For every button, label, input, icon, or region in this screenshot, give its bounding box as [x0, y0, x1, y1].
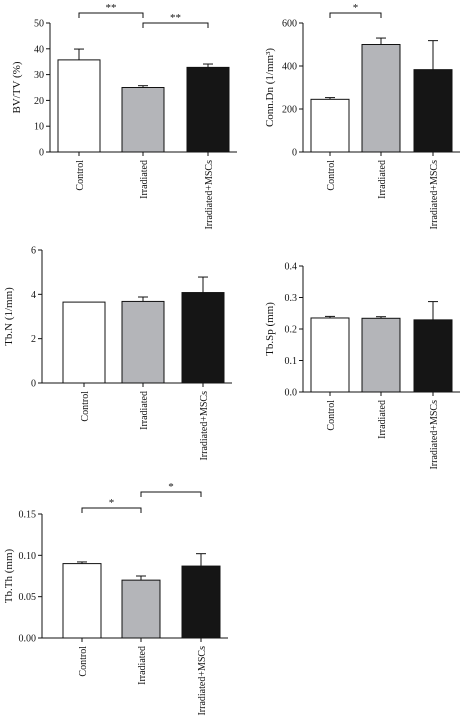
y-tick-label: 10 — [34, 122, 44, 133]
bar-irradiated — [121, 300, 165, 384]
significance-label: ** — [170, 12, 181, 24]
y-axis-label: BV/TV (%) — [11, 61, 23, 113]
bar-control — [62, 301, 106, 384]
bar-control — [62, 563, 102, 639]
x-tick-label: Irradiated+MSCs — [429, 160, 440, 230]
y-tick-label: 0.2 — [285, 325, 298, 336]
significance-bracket — [81, 507, 142, 513]
y-tick-label: 0 — [39, 148, 44, 159]
bar-irradiated — [121, 579, 161, 639]
y-tick-label: 50 — [34, 19, 44, 30]
y-tick-label: 0.10 — [19, 551, 37, 562]
y-tick-label: 0.4 — [285, 262, 298, 273]
x-tick-label: Control — [75, 160, 86, 191]
significance-label: * — [353, 2, 359, 14]
bar-control — [310, 317, 350, 393]
significance-label: * — [168, 481, 174, 493]
y-axis-label: Conn.Dn (1/mm³) — [264, 48, 276, 127]
y-tick-label: 0.3 — [285, 293, 298, 304]
x-tick-label: Control — [78, 646, 89, 677]
x-tick-label: Irradiated — [139, 391, 150, 430]
x-tick-label: Irradiated — [137, 646, 148, 685]
x-tick-label: Irradiated+MSCs — [197, 646, 208, 716]
significance-bracket — [140, 491, 202, 497]
y-tick-label: 2 — [31, 334, 36, 345]
x-tick-label: Irradiated — [377, 160, 388, 199]
y-tick-label: 4 — [31, 290, 36, 301]
chart-panel-2: 0 200 400 600 Conn.Dn (1/mm³) Control Irradiat… — [264, 2, 460, 230]
y-tick-label: 0.15 — [19, 510, 37, 521]
x-tick-label: Control — [80, 391, 91, 422]
y-tick-label: 30 — [34, 70, 44, 81]
x-tick-label: Irradiated+MSCs — [199, 391, 210, 461]
x-tick-label: Control — [326, 160, 337, 191]
bar-irradiated-mscs — [186, 66, 230, 153]
significance-bracket — [329, 12, 382, 18]
bar-control — [57, 59, 101, 153]
y-tick-label: 0.0 — [285, 388, 298, 399]
y-tick-label: 200 — [282, 105, 297, 116]
chart-panel-1: 0 10 20 30 40 50 BV/TV (%) Control Irradiated Irr… — [11, 2, 237, 230]
bar-irradiated-mscs — [413, 69, 453, 153]
y-tick-label: 0.05 — [19, 592, 37, 603]
y-axis-label: Tb.N (1/mm) — [3, 287, 15, 346]
bar-irradiated — [121, 87, 165, 153]
y-tick-label: 0 — [31, 379, 36, 390]
significance-label: ** — [106, 2, 117, 14]
y-tick-label: 400 — [282, 62, 297, 73]
bar-irradiated — [361, 44, 401, 153]
x-tick-label: Control — [326, 400, 337, 431]
bar-control — [310, 98, 350, 153]
x-tick-label: Irradiated+MSCs — [204, 160, 215, 230]
y-tick-label: 40 — [34, 44, 44, 55]
y-tick-label: 0.1 — [285, 356, 298, 367]
y-tick-label: 0.00 — [19, 634, 37, 645]
y-axis-label: Tb.Sp (mm) — [264, 302, 276, 356]
bar-irradiated-mscs — [181, 292, 225, 384]
x-tick-label: Irradiated+MSCs — [429, 400, 440, 470]
y-tick-label: 20 — [34, 96, 44, 107]
bar-irradiated-mscs — [181, 565, 221, 639]
significance-label: * — [109, 497, 115, 509]
y-tick-label: 600 — [282, 19, 297, 30]
y-tick-label: 0 — [292, 148, 297, 159]
bar-irradiated — [361, 317, 401, 393]
significance-bracket — [78, 12, 144, 18]
y-axis-label: Tb.Th (mm) — [3, 548, 15, 603]
chart-panel-3: 0 2 4 6 Tb.N (1/mm) Control Irradiated Irradiat… — [3, 246, 232, 461]
y-tick-label: 6 — [31, 246, 36, 257]
bar-irradiated-mscs — [413, 319, 453, 393]
significance-bracket — [142, 22, 209, 28]
x-tick-label: Irradiated — [139, 160, 150, 199]
chart-panel-5: 0.00 0.05 0.10 0.15 Tb.Th (mm) Control Irradia… — [3, 481, 228, 716]
x-tick-label: Irradiated — [377, 400, 388, 439]
chart-panel-4: 0.0 0.1 0.2 0.3 0.4 Tb.Sp (mm) Control Irradiat… — [264, 262, 460, 470]
